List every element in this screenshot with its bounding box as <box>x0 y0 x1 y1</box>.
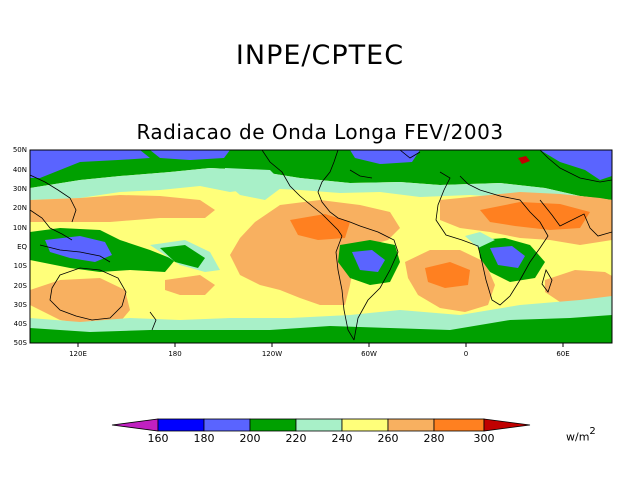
colorbar-bin <box>249 418 297 432</box>
lat-label: EQ <box>17 243 27 251</box>
olr-blue-pacific-north <box>150 150 230 160</box>
lat-label: 20S <box>14 282 28 290</box>
lat-label: 40S <box>14 320 28 328</box>
coast-new-zealand <box>149 311 157 331</box>
colorbar-high-arrow <box>483 418 531 432</box>
colorbar-tick-label: 200 <box>240 432 261 445</box>
units-text: w/m <box>566 430 590 444</box>
coast-north-atlantic <box>349 150 421 179</box>
colorbar-tick-label: 280 <box>424 432 445 445</box>
olr-south-green-band <box>30 315 612 343</box>
olr-north-green-band <box>30 150 612 200</box>
lon-label: 180 <box>168 350 181 358</box>
olr-pacific-lightgreen <box>225 168 285 200</box>
olr-blue-atlantic-north <box>350 150 420 164</box>
coast-east-asia <box>30 174 111 263</box>
map-frame <box>29 149 613 344</box>
coast-australia <box>49 267 127 321</box>
lon-label: 120W <box>262 350 282 358</box>
colorbar-tick-label: 220 <box>286 432 307 445</box>
olr-lightgreen-africa <box>465 232 495 248</box>
coast-north-america <box>261 150 361 237</box>
lat-axis: 50N 40N 30N 20N 10N EQ 10S 20S 30S 40S 5… <box>13 146 28 347</box>
olr-north-light-band <box>30 168 612 206</box>
lon-axis: 120E 180 120W 60W 0 60E <box>69 350 570 358</box>
olr-orange-nw-pacific <box>30 195 215 222</box>
coast-africa <box>435 171 549 306</box>
olr-orange-east-pacific <box>230 200 400 305</box>
olr-red-speck <box>518 156 530 164</box>
lat-label: 40N <box>13 166 27 174</box>
lon-ticks <box>77 343 564 347</box>
colorbar-bin <box>157 418 205 432</box>
olr-orange-sahara-core <box>480 202 590 230</box>
coastlines <box>30 150 612 341</box>
lat-label: 10N <box>13 224 27 232</box>
colorbar-low-arrow <box>111 418 159 432</box>
colorbar-tick-label: 300 <box>474 432 495 445</box>
units-exponent: 2 <box>589 426 596 437</box>
lon-label: 120E <box>69 350 87 358</box>
coast-south-america <box>335 225 399 341</box>
map-subtitle: Radiacao de Onda Longa FEV/2003 <box>136 120 504 144</box>
lat-label: 30N <box>13 185 27 193</box>
lon-label: 60W <box>361 350 377 358</box>
colorbar-bin <box>341 418 389 432</box>
olr-orange-south-pacific <box>165 275 215 295</box>
olr-blue-northeast <box>540 150 612 180</box>
colorbar-bin <box>295 418 343 432</box>
coast-madagascar <box>541 269 553 293</box>
olr-blue-africa <box>490 246 525 268</box>
colorbar: 160 180 200 220 240 260 280 300 <box>111 418 531 445</box>
colorbar-tick-label: 240 <box>332 432 353 445</box>
olr-orange-south-atlantic-core <box>425 262 470 288</box>
lat-label: 30S <box>14 301 28 309</box>
olr-orange-east-pacific-core <box>290 214 350 240</box>
lat-label: 10S <box>14 262 28 270</box>
olr-green-spcz-core <box>160 245 205 268</box>
page-title: INPE/CPTEC <box>235 40 405 71</box>
olr-blue-maritime <box>45 236 112 262</box>
colorbar-bin <box>203 418 251 432</box>
coast-asia <box>539 150 612 237</box>
olr-field <box>30 150 612 343</box>
olr-orange-australia <box>30 278 130 325</box>
olr-blue-south-america <box>352 250 385 272</box>
lon-label: 0 <box>464 350 468 358</box>
lat-label: 50S <box>14 339 28 347</box>
lat-label: 50N <box>13 146 27 154</box>
lon-label: 60E <box>556 350 569 358</box>
colorbar-tick-label: 180 <box>194 432 215 445</box>
colorbar-tick-label: 160 <box>148 432 169 445</box>
lat-label: 20N <box>13 204 27 212</box>
olr-orange-south-indian <box>545 270 612 305</box>
colorbar-bin <box>387 418 435 432</box>
olr-blue-northwest <box>30 150 150 178</box>
colorbar-tick-label: 260 <box>378 432 399 445</box>
colorbar-units: w/m2 <box>566 426 596 444</box>
colorbar-bin <box>433 418 485 432</box>
